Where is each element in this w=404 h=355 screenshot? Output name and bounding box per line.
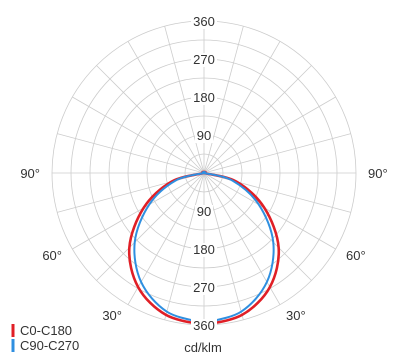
grid-spoke: [164, 26, 205, 174]
grid-spoke: [203, 133, 351, 174]
grid-spoke: [203, 96, 336, 174]
legend: C0-C180 C90-C270: [11, 323, 79, 353]
r-tick-label: 90: [197, 204, 211, 219]
grid-spoke: [127, 41, 205, 174]
r-tick-label-bg: [195, 129, 213, 143]
grid-spoke: [164, 172, 205, 320]
grid-spoke: [203, 26, 244, 174]
angle-tick-label: 90°: [368, 166, 388, 181]
r-tick-label: 180: [193, 242, 215, 257]
grid-spoke: [96, 65, 205, 174]
grid-spoke: [203, 172, 336, 250]
grid-spoke: [203, 41, 281, 174]
grid-spoke: [72, 172, 205, 250]
angle-tick-labels: 90° 60° 30° 90° 60° 30°: [20, 166, 387, 323]
r-tick-label-bg: [191, 15, 217, 29]
r-tick-label: 90: [197, 128, 211, 143]
angle-tick-label: 60°: [42, 248, 62, 263]
r-tick-label: 360: [193, 14, 215, 29]
distribution-curves: [127, 170, 281, 328]
grid-spoke: [72, 96, 205, 174]
r-tick-label: 360: [193, 318, 215, 333]
grid-spoke: [96, 172, 205, 281]
unit-label: cd/klm: [184, 340, 222, 355]
angle-tick-label: 30°: [286, 308, 306, 323]
radial-tick-labels: 90 90 180 180 270 270 360 360: [191, 14, 217, 333]
r-tick-label-bg: [191, 53, 217, 67]
grid-spoke: [203, 65, 312, 174]
r-tick-label-bg: [191, 243, 217, 257]
r-tick-label-bg: [191, 91, 217, 105]
grid-spoke: [57, 133, 205, 174]
r-tick-label: 270: [193, 280, 215, 295]
r-tick-label: 270: [193, 52, 215, 67]
r-tick-label-bg: [195, 205, 213, 219]
legend-label-c90-c270: C90-C270: [20, 338, 79, 353]
legend-label-c0-c180: C0-C180: [20, 323, 72, 338]
grid-spoke: [203, 172, 244, 320]
curve-c90-c270: [133, 171, 275, 326]
grid-spoke: [203, 172, 312, 281]
angle-tick-label: 60°: [346, 248, 366, 263]
angle-tick-label: 90°: [20, 166, 40, 181]
angle-tick-label: 30°: [102, 308, 122, 323]
r-tick-label-bg: [191, 319, 217, 333]
r-tick-label-bg: [191, 281, 217, 295]
r-tick-label: 180: [193, 90, 215, 105]
